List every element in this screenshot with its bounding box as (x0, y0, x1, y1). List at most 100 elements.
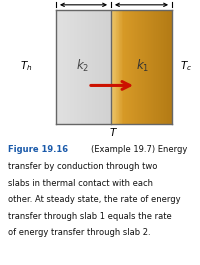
Bar (56, 10, 57, 124)
Bar (65, 10, 66, 124)
Bar (110, 10, 111, 124)
Bar (116, 10, 117, 124)
Bar (91, 10, 92, 124)
Bar (57, 10, 58, 124)
Bar (148, 10, 149, 124)
Bar (71, 10, 72, 124)
Bar (145, 10, 146, 124)
Bar (166, 10, 167, 124)
Bar (97, 10, 98, 124)
Bar (103, 10, 104, 124)
Text: slabs in thermal contact with each: slabs in thermal contact with each (8, 179, 153, 188)
Bar (105, 10, 106, 124)
Bar (155, 10, 156, 124)
Bar (114, 10, 115, 124)
Bar (134, 10, 135, 124)
Bar (167, 10, 168, 124)
Bar (136, 10, 137, 124)
Bar (59, 10, 60, 124)
Text: Figure 19.16: Figure 19.16 (8, 145, 68, 154)
Bar (115, 10, 116, 124)
Bar (121, 10, 122, 124)
Bar (165, 10, 166, 124)
Text: other. At steady state, the rate of energy: other. At steady state, the rate of ener… (8, 195, 181, 204)
Bar (81, 10, 82, 124)
Bar (94, 10, 95, 124)
Bar (75, 10, 76, 124)
Bar (111, 10, 112, 124)
Bar (93, 10, 94, 124)
Bar (131, 10, 132, 124)
Bar (92, 10, 93, 124)
Bar (124, 10, 125, 124)
Text: $T_c$: $T_c$ (180, 59, 192, 73)
Bar (101, 10, 102, 124)
Bar (169, 10, 170, 124)
Text: $k_1$: $k_1$ (136, 58, 150, 74)
Bar (139, 10, 140, 124)
Text: transfer through slab 1 equals the rate: transfer through slab 1 equals the rate (8, 211, 172, 220)
Bar (152, 10, 153, 124)
Bar (86, 10, 87, 124)
Bar (149, 10, 150, 124)
Bar (168, 10, 169, 124)
Bar (98, 10, 99, 124)
Bar (72, 10, 73, 124)
Bar (100, 10, 101, 124)
Bar (108, 10, 109, 124)
Bar (112, 10, 113, 124)
Bar (129, 10, 130, 124)
Bar (133, 10, 134, 124)
Bar (130, 10, 131, 124)
Bar (160, 10, 161, 124)
Text: of energy transfer through slab 2.: of energy transfer through slab 2. (8, 228, 151, 237)
Bar (74, 10, 75, 124)
Bar (128, 10, 129, 124)
Bar (141, 10, 142, 124)
Bar (107, 10, 108, 124)
Bar (76, 10, 77, 124)
Bar (95, 10, 96, 124)
Bar (99, 10, 100, 124)
Bar (147, 10, 148, 124)
Bar (157, 10, 158, 124)
Bar (102, 10, 103, 124)
Bar (63, 10, 64, 124)
Bar (158, 10, 159, 124)
Bar (85, 10, 86, 124)
Bar (159, 10, 160, 124)
Bar (140, 10, 141, 124)
Bar (163, 10, 164, 124)
Bar (67, 10, 68, 124)
Bar (170, 10, 171, 124)
Text: $T$: $T$ (109, 126, 119, 138)
Bar (68, 10, 69, 124)
Bar (143, 10, 144, 124)
Bar (171, 10, 172, 124)
Bar (154, 10, 155, 124)
Bar (89, 10, 90, 124)
Bar (144, 10, 145, 124)
Bar (118, 10, 119, 124)
Bar (164, 10, 165, 124)
Bar (109, 10, 110, 124)
Bar (126, 10, 127, 124)
Bar (146, 10, 147, 124)
Bar (151, 10, 152, 124)
Bar (138, 10, 139, 124)
Bar (73, 10, 74, 124)
Bar (87, 10, 88, 124)
Bar (104, 10, 105, 124)
Text: transfer by conduction through two: transfer by conduction through two (8, 162, 157, 171)
Text: $L_2$: $L_2$ (78, 0, 89, 2)
Bar (135, 10, 136, 124)
Text: $k_2$: $k_2$ (76, 58, 90, 74)
Bar (88, 10, 89, 124)
Bar (127, 10, 128, 124)
Bar (120, 10, 121, 124)
Bar (132, 10, 133, 124)
Bar (66, 10, 67, 124)
Bar (119, 10, 120, 124)
Bar (156, 10, 157, 124)
Bar (162, 10, 163, 124)
